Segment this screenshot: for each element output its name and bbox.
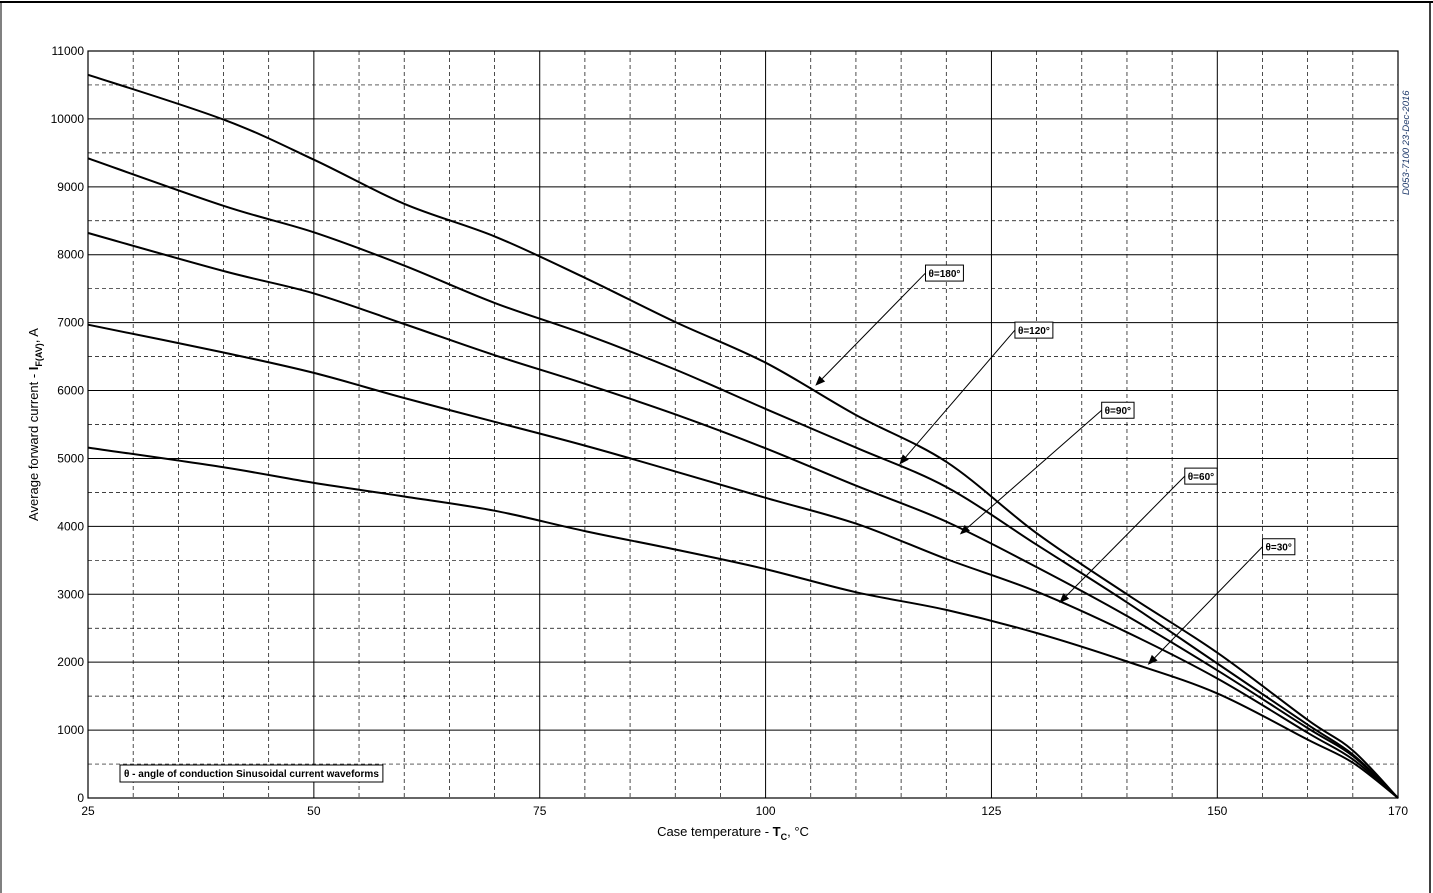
curve-label-text: θ=30° bbox=[1265, 543, 1291, 554]
series-line-1 bbox=[87, 157, 1399, 799]
x-tick-label: 25 bbox=[81, 804, 95, 818]
y-tick-labels: 0 1000 2000 3000 4000 5000 6000 7000 8000 9000 100… bbox=[51, 44, 85, 805]
y-axis-label: Average forward current - IF(AV), A bbox=[26, 328, 44, 521]
callout-arrowhead bbox=[1059, 593, 1070, 604]
document-id-text: D053-7100 23-Dec-2016 bbox=[1401, 90, 1412, 195]
y-tick-label: 5000 bbox=[57, 451, 84, 465]
series-line-3 bbox=[87, 323, 1399, 799]
callout-arrow-line bbox=[1154, 546, 1263, 659]
y-tick-label: 10000 bbox=[51, 112, 85, 126]
series-line-4 bbox=[87, 446, 1399, 799]
y-tick-label: 8000 bbox=[57, 248, 84, 262]
conduction-angle-note: θ - angle of conduction Sinusoidal curre… bbox=[119, 764, 384, 783]
y-tick-label: 1000 bbox=[57, 723, 84, 737]
minor-gridlines bbox=[88, 51, 1398, 798]
x-tick-label: 125 bbox=[981, 804, 1001, 818]
callout-arrowhead bbox=[899, 454, 909, 465]
series-lines bbox=[87, 73, 1399, 799]
x-tick-labels: 25 50 75 100 125 150 170 bbox=[81, 804, 1408, 818]
callout-arrow-line bbox=[967, 409, 1102, 529]
y-tick-label: 0 bbox=[77, 791, 84, 805]
series-line-0 bbox=[87, 73, 1399, 799]
y-tick-label: 7000 bbox=[57, 316, 84, 330]
callout-arrowhead bbox=[815, 375, 826, 386]
x-tick-label: 75 bbox=[533, 804, 547, 818]
y-tick-label: 4000 bbox=[57, 519, 84, 533]
curve-label-text: θ=60° bbox=[1188, 472, 1214, 483]
x-tick-label: 170 bbox=[1388, 804, 1408, 818]
callout-arrowhead bbox=[1147, 654, 1158, 665]
x-tick-label: 100 bbox=[756, 804, 776, 818]
callout-arrowhead bbox=[959, 524, 970, 535]
curve-label-text: θ=90° bbox=[1105, 406, 1131, 417]
plot-area bbox=[87, 50, 1399, 799]
y-tick-label: 2000 bbox=[57, 655, 84, 669]
x-tick-label: 150 bbox=[1207, 804, 1227, 818]
y-tick-label: 3000 bbox=[57, 587, 84, 601]
note-text: θ - angle of conduction Sinusoidal curre… bbox=[124, 769, 379, 780]
y-tick-label: 6000 bbox=[57, 384, 84, 398]
callout-arrow-line bbox=[821, 272, 926, 379]
callout-arrow-line bbox=[905, 329, 1016, 458]
series-line-2 bbox=[87, 232, 1399, 799]
curve-label-text: θ=120° bbox=[1018, 326, 1050, 337]
callout-arrow-line bbox=[1065, 475, 1186, 597]
y-tick-label: 11000 bbox=[52, 44, 85, 58]
curve-label-text: θ=180° bbox=[928, 269, 960, 280]
x-tick-label: 50 bbox=[307, 804, 321, 818]
note-box bbox=[119, 764, 384, 783]
curve-labels: θ=180° θ=120° θ=90° θ=60° θ=30° bbox=[815, 264, 1296, 665]
major-gridlines bbox=[88, 51, 1398, 798]
x-axis-label: Case temperature - TC, °C bbox=[657, 824, 809, 842]
y-tick-label: 9000 bbox=[57, 180, 84, 194]
